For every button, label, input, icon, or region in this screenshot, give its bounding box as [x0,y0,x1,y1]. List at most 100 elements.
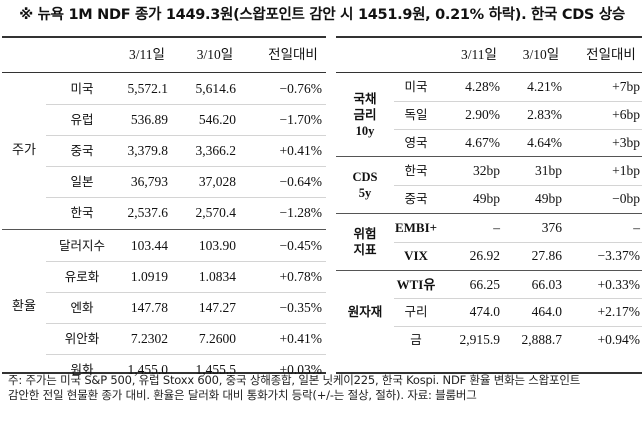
row-divider [394,298,642,300]
value-current: 3,379.8 [127,143,169,159]
value-current: 66.25 [469,276,500,292]
value-current: 1.0919 [130,268,168,284]
value-change: +0.41% [279,143,322,159]
value-current: 4.67% [465,134,500,150]
value-previous: 27.86 [531,247,562,263]
row-group: 위험 지표 EMBI+ – 376 – VIX 26.92 27.86 −3.37% [336,214,642,271]
row-name: WTI유 [396,276,436,292]
row-divider [394,100,642,102]
value-current: 4.28% [465,79,500,94]
value-change: −0.35% [279,299,322,315]
value-change: +3bp [612,134,640,150]
header-date-current: 3/11일 [129,47,165,62]
header-date-previous: 3/10일 [522,47,560,62]
footnote-line-2: 감안한 전일 현물환 종가 대비. 환율은 달러화 대비 통화가치 등락(+/-… [8,388,477,402]
row-name: EMBI+ [394,220,438,235]
row-name: 중국 [404,191,428,207]
value-change: +1bp [612,163,640,179]
value-current: 36,793 [130,174,168,190]
row-name: 영국 [404,134,428,150]
value-current: 32bp [473,163,500,179]
value-current: 1,455.0 [127,361,169,377]
rates-risk-commodities-table: 3/11일 3/10일 전일대비 국채 금리 10y 미국 4.28% 4.21% +7bp 독일 2… [336,36,642,374]
value-current: 2,537.6 [127,205,169,221]
row-divider [46,260,326,262]
row-divider [46,322,326,324]
group-label: 환율 [12,299,36,315]
value-change: −3.37% [597,247,640,263]
row-name: 원화 [70,361,94,377]
row-divider [394,128,642,130]
value-change: −0.64% [279,174,322,190]
row-name: 구리 [404,304,428,320]
group-label-line: 지표 [353,242,377,257]
row-name: 달러지수 [58,237,105,253]
value-current: 49bp [473,191,500,207]
value-current: – [493,220,500,235]
row-group: 환율 달러지수 103.44 103.90 −0.45% 유로화 1.0919 1.0834 +… [2,230,326,386]
footnote: 주: 주가는 미국 S&P 500, 유럽 Stoxx 600, 중국 상해종합… [8,373,642,403]
value-previous: 5,614.6 [195,81,237,96]
value-current: 7.2302 [130,330,168,346]
header-change: 전일대비 [586,47,636,62]
group-label-line: CDS [352,170,378,185]
row-name: 한국 [70,205,94,221]
value-change: +6bp [612,106,640,122]
value-change: +0.33% [597,276,640,292]
row-name: 유로화 [64,268,100,284]
group-label: 위험 지표 [336,214,394,270]
row-divider [46,166,326,168]
group-label-lines: 위험 지표 [353,226,376,258]
value-current: 2,915.9 [459,332,501,348]
row-group: CDS 5y 한국 32bp 31bp +1bp 중국 49bp 49bp −0bp [336,157,642,214]
group-label-lines: CDS 5y [352,169,377,201]
value-previous: 3,366.2 [195,143,237,159]
value-previous: 546.20 [198,112,236,128]
group-label-line: 원자재 [347,305,383,320]
row-name: 엔화 [70,299,94,315]
value-previous: 147.27 [198,299,236,315]
value-current: 474.0 [469,304,500,320]
header-date-previous: 3/10일 [196,47,234,62]
group-label: 주가 [12,142,36,158]
value-previous: 4.21% [527,79,562,94]
value-change: −0.45% [279,237,322,253]
value-change: +0.41% [279,330,322,346]
row-name: VIX [404,247,428,263]
table-header: 3/11일 3/10일 전일대비 [336,38,642,73]
value-change: +0.94% [597,332,640,348]
row-group: 주가 미국 5,572.1 5,614.6 −0.76% 유럽 536.89 546.20 −1… [2,73,326,230]
row-divider [394,241,642,243]
value-current: 103.44 [130,237,168,253]
group-label-lines: 원자재 [348,304,383,320]
value-previous: 49bp [535,191,562,207]
value-current: 26.92 [469,247,500,263]
value-previous: 1,455.5 [195,361,237,377]
row-name: 중국 [70,143,94,159]
row-group: 원자재 WTI유 66.25 66.03 +0.33% 구리 474.0 464.0 +2.17… [336,271,642,354]
value-previous: 1.0834 [198,268,236,284]
value-previous: 37,028 [198,174,236,190]
row-name: 금 [410,332,422,348]
value-previous: 2,570.4 [195,205,237,221]
value-previous: 2.83% [527,106,562,122]
row-divider [46,291,326,293]
row-name: 미국 [404,79,428,94]
group-label-line: 금리 [353,107,377,122]
row-divider [394,185,642,187]
row-name: 위안화 [64,330,100,346]
value-current: 536.89 [130,112,168,128]
value-previous: 7.2600 [198,330,236,346]
group-label-line: 10y [355,123,375,138]
row-name: 미국 [70,81,94,96]
value-current: 147.78 [130,299,168,315]
value-previous: 4.64% [527,134,562,150]
value-change: −0.76% [279,81,322,96]
value-change: −1.70% [279,112,322,128]
value-previous: 31bp [535,163,562,179]
header-date-current: 3/11일 [461,47,497,62]
group-label: 국채 금리 10y [336,73,394,156]
header-change: 전일대비 [268,47,318,62]
row-group: 국채 금리 10y 미국 4.28% 4.21% +7bp 독일 2.90% 2.83% +6bp 영… [336,73,642,158]
value-change: +2.17% [597,304,640,320]
